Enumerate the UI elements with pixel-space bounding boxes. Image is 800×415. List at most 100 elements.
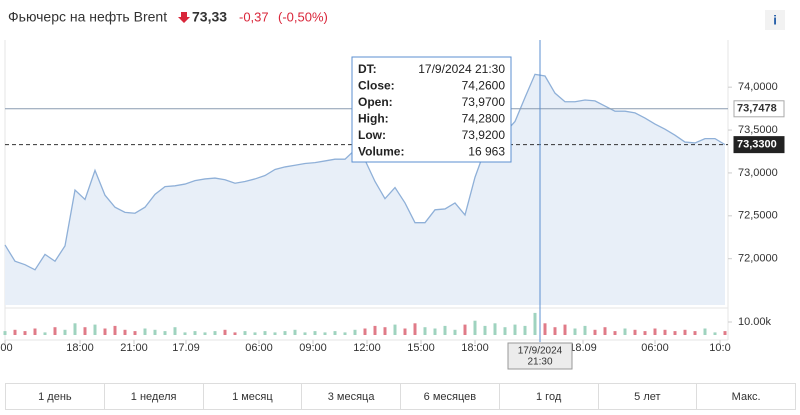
volume-bar [673,331,677,335]
volume-bar [383,327,387,335]
volume-bar [603,327,607,335]
volume-bar [83,327,87,335]
volume-bar [513,324,517,335]
volume-tick-label: 10.00k [738,316,772,328]
volume-bar [153,329,157,335]
y-tick-label: 73,0000 [738,167,778,179]
volume-bar [173,327,177,335]
volume-bar [493,323,497,335]
volume-bar [53,327,57,335]
x-tick-label: 09:00 [299,342,327,354]
range-button[interactable]: 1 неделя [103,383,204,410]
volume-bar [313,331,317,335]
volume-bar [63,329,67,335]
volume-bar [163,331,167,335]
range-button[interactable]: Макс. [696,383,796,410]
volume-bar [93,324,97,335]
volume-bar [213,331,217,335]
volume-bar [223,329,227,335]
x-tick-label: 18:00 [461,342,489,354]
price-level-box [733,136,785,154]
volume-bar [563,324,567,335]
volume-bar [283,331,287,335]
range-button[interactable]: 1 месяц [202,383,303,410]
info-button[interactable] [765,10,785,30]
range-button[interactable]: 3 месяца [301,383,401,410]
volume-bar [533,312,537,335]
change-pct: (-0,50%) [278,9,328,24]
volume-bar [403,328,407,335]
price-level-label: 73,3300 [737,139,777,151]
volume-bar [143,328,147,335]
volume-bar [683,329,687,335]
x-tick-label: 06:00 [641,342,669,354]
volume-bar [333,331,337,335]
change: -0,37 [239,9,269,24]
volume-bar [123,329,127,335]
volume-bar [73,323,77,335]
x-tick-label: :00 [0,342,13,354]
volume-bar [523,325,527,335]
crosshair-time: 21:30 [527,357,552,368]
area [5,74,725,306]
volume-bar [133,331,137,335]
tooltip-key: Volume: [358,145,404,159]
volume-bar [263,331,267,335]
x-tick-label: 18:00 [66,342,94,354]
volume-bar [713,332,717,335]
y-tick-label: 73,5000 [738,124,778,136]
volume-bar [273,332,277,335]
x-tick-label: 10:0 [709,342,730,354]
volume-bar [483,325,487,335]
range-button[interactable]: 5 лет [597,383,698,410]
volume-bar [503,327,507,335]
title: Фьючерс на нефть Brent [8,9,167,25]
chart: Фьючерс на нефть Brent 73,33 -0,37 (-0,5… [0,9,785,370]
range-button[interactable]: 1 год [498,383,599,410]
tooltip-value: 74,2600 [462,79,506,93]
volume-bar [723,331,727,335]
range-button[interactable]: 6 месяцев [400,383,500,410]
volume-bar [303,332,307,335]
down-arrow [178,12,190,23]
volume-bar [393,324,397,335]
tooltip-value: 74,2800 [462,112,506,126]
x-tick-label: 17.09 [172,342,200,354]
volume-bar [643,331,647,335]
y-tick-label: 74,0000 [738,81,778,93]
volume-bar [233,332,237,335]
volume-bar [243,331,247,335]
volume-bar [23,331,27,335]
volume-bar [703,328,707,335]
volume-bar [623,328,627,335]
crosshair-date: 17/9/2024 [518,346,563,357]
volume-bar [573,328,577,335]
volume-bar [633,329,637,335]
tooltip-key: Open: [358,95,393,109]
volume-bar [373,325,377,335]
price-level-label: 73,7478 [737,103,777,115]
volume-bar [593,329,597,335]
volume-bar [13,329,17,335]
volume-bar [253,332,257,335]
info-icon[interactable]: i [773,12,777,27]
volume-bar [33,328,37,335]
volume-bar [553,327,557,335]
range-button[interactable]: 1 день [5,383,105,410]
tooltip-value: 73,9700 [462,95,506,109]
x-tick-label: 06:00 [245,342,273,354]
volume-bar [363,328,367,335]
volume-bar [443,325,447,335]
tooltip-value: 16 963 [468,145,505,159]
volume-bar [103,328,107,335]
volume-bar [653,328,657,335]
volume-bar [293,329,297,335]
volume-bar [663,329,667,335]
volume-bar [433,328,437,335]
tooltip-value: 73,9200 [462,128,506,142]
volume-bar [543,323,547,335]
tooltip-key: High: [358,112,389,126]
volume-bar [583,325,587,335]
y-tick-label: 72,0000 [738,253,778,265]
volume-bar [3,331,7,335]
